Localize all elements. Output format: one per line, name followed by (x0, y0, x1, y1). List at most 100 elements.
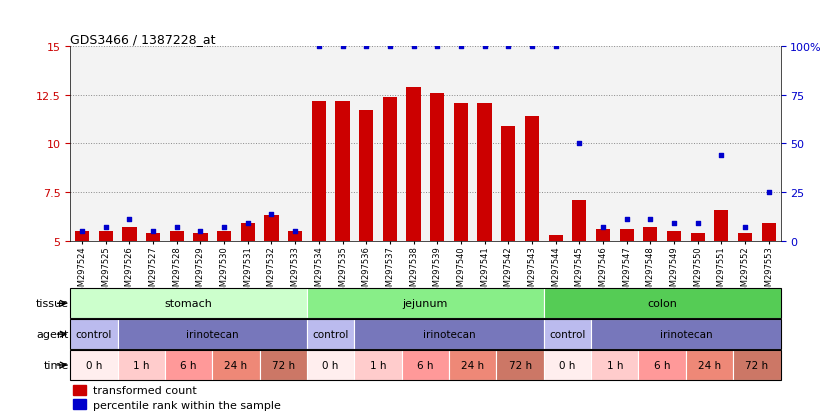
Bar (165, 350, 212, 380)
Text: 6 h: 6 h (180, 360, 197, 370)
Text: irinotecan: irinotecan (659, 329, 712, 339)
Bar (710, 47, 733, 241)
Text: 72 h: 72 h (272, 360, 295, 370)
Bar (75, 231, 89, 241)
Point (99, 224, 112, 231)
Point (596, 224, 610, 231)
Bar (762, 224, 776, 241)
Text: agent: agent (36, 329, 69, 339)
Text: time: time (43, 360, 69, 370)
Bar (74, 399, 86, 410)
Text: irinotecan: irinotecan (423, 329, 476, 339)
Bar (165, 47, 188, 241)
Bar (193, 233, 207, 241)
Bar (212, 47, 236, 241)
Bar (74, 385, 86, 395)
Point (738, 224, 752, 231)
Text: 0 h: 0 h (86, 360, 102, 370)
Bar (307, 320, 354, 349)
Text: transformed count: transformed count (93, 385, 197, 395)
Bar (288, 231, 302, 241)
Bar (401, 47, 425, 241)
Text: control: control (549, 329, 586, 339)
Bar (307, 47, 330, 241)
Bar (406, 88, 420, 241)
Bar (117, 320, 307, 349)
Point (123, 216, 136, 223)
Text: control: control (312, 329, 349, 339)
Bar (544, 350, 591, 380)
Bar (212, 350, 259, 380)
Bar (283, 47, 307, 241)
Point (454, 44, 468, 50)
Point (572, 141, 586, 147)
Bar (477, 103, 491, 241)
Point (265, 211, 278, 217)
Bar (591, 350, 638, 380)
Bar (354, 320, 544, 349)
Point (312, 44, 325, 50)
Bar (544, 47, 567, 241)
Bar (591, 47, 615, 241)
Bar (496, 47, 520, 241)
Text: colon: colon (648, 299, 677, 309)
Bar (472, 47, 496, 241)
Bar (691, 233, 705, 241)
Bar (169, 231, 184, 241)
Point (620, 216, 634, 223)
Bar (667, 231, 681, 241)
Point (407, 44, 420, 50)
Bar (70, 350, 117, 380)
Bar (307, 350, 354, 380)
Bar (188, 47, 212, 241)
Point (75, 228, 88, 235)
Bar (240, 224, 255, 241)
Bar (382, 97, 397, 241)
Bar (259, 47, 283, 241)
Bar (591, 320, 781, 349)
Point (170, 224, 183, 231)
Bar (496, 350, 544, 380)
Point (194, 228, 207, 235)
Text: 1 h: 1 h (606, 360, 623, 370)
Point (241, 221, 254, 227)
Text: tissue: tissue (36, 299, 69, 309)
Text: 24 h: 24 h (225, 360, 248, 370)
Bar (378, 47, 401, 241)
Text: GDS3466 / 1387228_at: GDS3466 / 1387228_at (70, 33, 216, 46)
Text: control: control (76, 329, 112, 339)
Point (525, 44, 539, 50)
Bar (236, 47, 259, 241)
Bar (548, 235, 563, 241)
Bar (520, 47, 544, 241)
Bar (70, 320, 117, 349)
Bar (359, 111, 373, 241)
Bar (638, 350, 686, 380)
Bar (567, 47, 591, 241)
Text: 72 h: 72 h (509, 360, 532, 370)
Point (383, 44, 396, 50)
Bar (307, 289, 544, 318)
Text: 24 h: 24 h (698, 360, 721, 370)
Bar (449, 47, 472, 241)
Bar (146, 233, 160, 241)
Bar (98, 231, 113, 241)
Bar (501, 127, 515, 241)
Bar (117, 47, 141, 241)
Bar (425, 47, 449, 241)
Bar (572, 200, 586, 241)
Bar (544, 289, 781, 318)
Bar (714, 210, 729, 241)
Bar (354, 350, 401, 380)
Point (667, 221, 681, 227)
Bar (615, 47, 638, 241)
Bar (596, 230, 610, 241)
Bar (453, 103, 468, 241)
Point (714, 152, 728, 159)
Point (430, 44, 444, 50)
Bar (354, 47, 378, 241)
Bar (733, 47, 757, 241)
Text: 6 h: 6 h (417, 360, 434, 370)
Text: stomach: stomach (164, 299, 212, 309)
Bar (757, 47, 781, 241)
